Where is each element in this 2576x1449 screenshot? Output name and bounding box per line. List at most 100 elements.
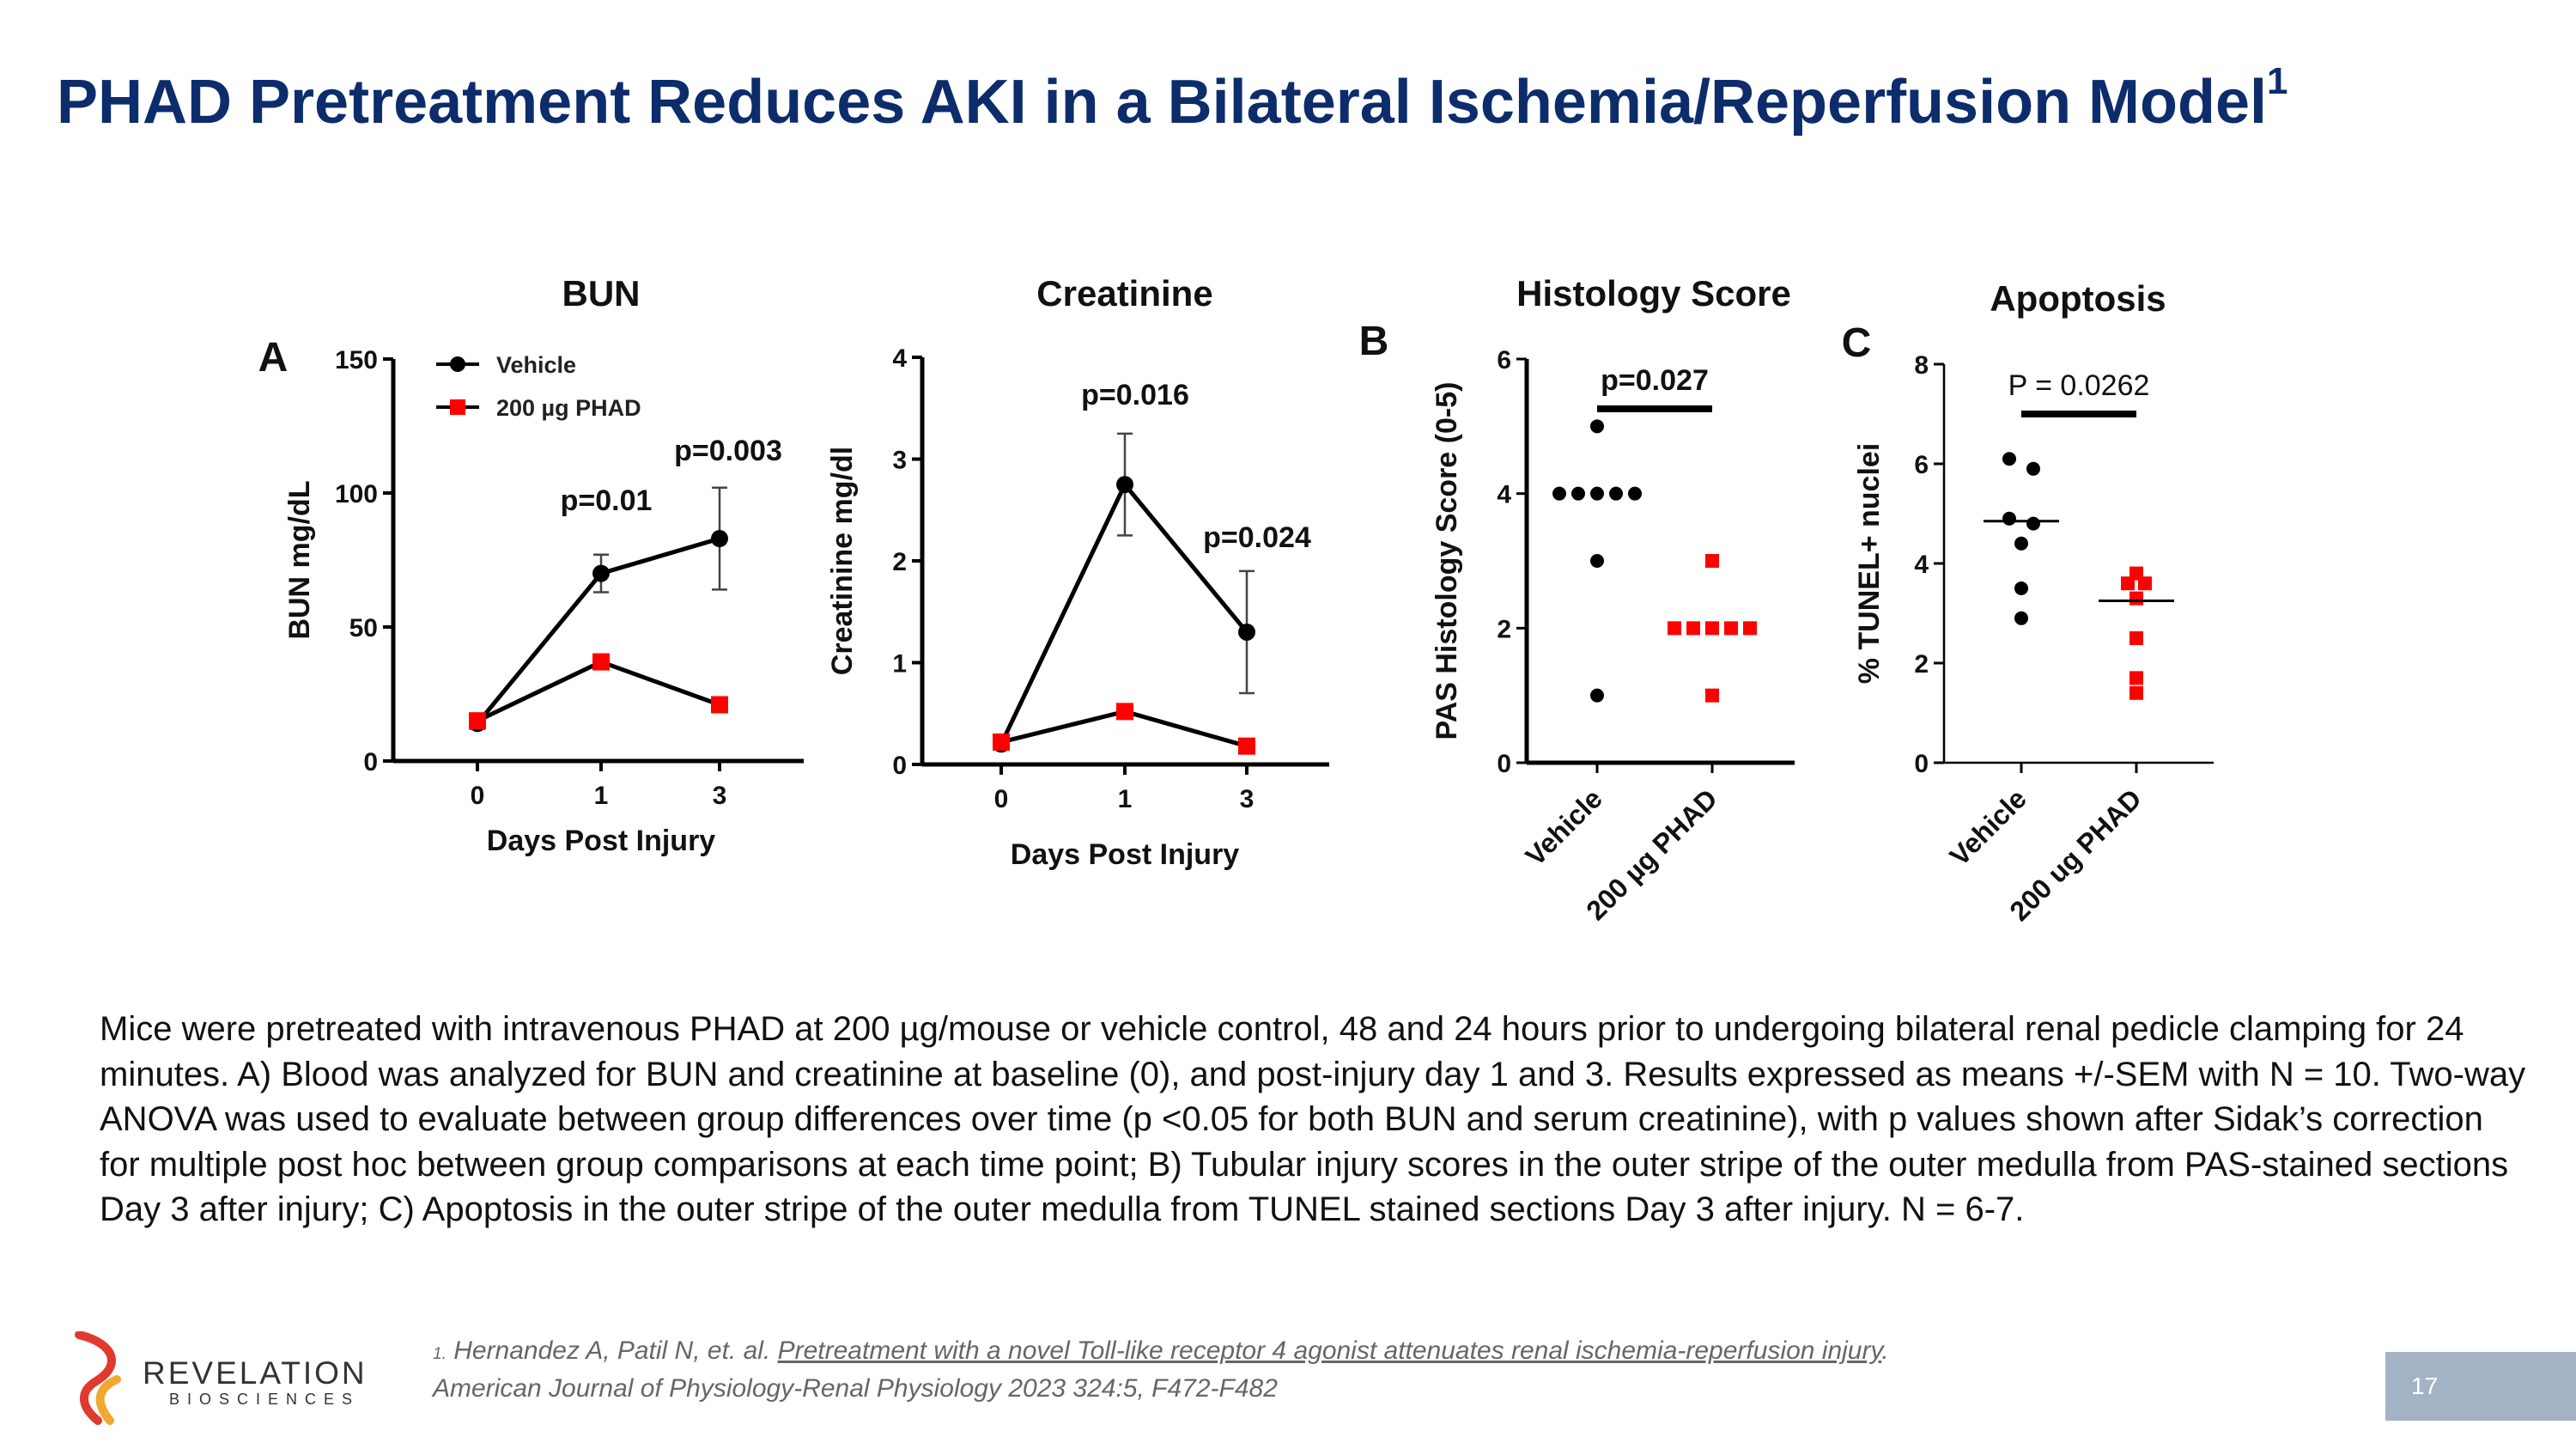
p-value-annotation: p=0.024: [1203, 521, 1311, 554]
data-point: [1238, 623, 1255, 641]
data-point: [1116, 703, 1133, 721]
data-point: [1590, 486, 1604, 501]
chart-title: Apoptosis: [1990, 278, 2166, 319]
data-point: [1609, 486, 1623, 501]
series-line-1: [476, 659, 720, 723]
data-point: [993, 733, 1010, 751]
data-point: [1743, 621, 1757, 636]
legend-label-0: Vehicle: [496, 352, 576, 378]
data-point: [1238, 737, 1255, 755]
y-tick-label: 2: [1497, 615, 1511, 643]
p-value-annotation: p=0.003: [674, 435, 782, 467]
y-axis-label: % TUNEL+ nuclei: [1853, 443, 1886, 685]
y-tick-label: 4: [892, 344, 907, 373]
y-axis-label: PAS Histology Score (0-5): [1431, 382, 1463, 740]
data-point: [2129, 685, 2143, 700]
data-point: [711, 696, 728, 714]
chart-title: BUN: [562, 273, 641, 314]
y-axis-label: Creatinine mg/dl: [826, 447, 859, 675]
data-point: [2129, 591, 2143, 606]
slide-title: PHAD Pretreatment Reduces AKI in a Bilat…: [57, 60, 2288, 137]
data-point: [2014, 536, 2028, 551]
page-number: 17: [2411, 1373, 2439, 1399]
data-point: [2002, 452, 2016, 466]
legend-marker-1: [450, 399, 465, 415]
y-tick-label: 3: [892, 447, 907, 475]
data-point: [1571, 486, 1585, 501]
y-tick-label: 0: [1914, 750, 1929, 778]
x-tick-label: 0: [994, 785, 1009, 813]
x-tick-label: 1: [594, 782, 609, 810]
data-point: [2129, 631, 2143, 645]
slide-title-text: PHAD Pretreatment Reduces AKI in a Bilat…: [57, 68, 2268, 137]
p-value-annotation: p=0.01: [561, 484, 653, 517]
y-tick-label: 4: [1497, 481, 1511, 509]
data-point: [2014, 581, 2028, 595]
data-point: [2138, 576, 2152, 591]
data-point: [1552, 486, 1566, 501]
legend-marker-0: [450, 356, 465, 372]
x-tick-label: 1: [1118, 785, 1133, 813]
x-tick-label: 0: [471, 782, 485, 810]
data-point: [1116, 476, 1133, 494]
data-point: [2026, 516, 2040, 531]
data-point: [2026, 461, 2040, 476]
p-value-annotation: p=0.027: [1601, 364, 1709, 397]
y-tick-label: 2: [1914, 650, 1929, 679]
data-point: [1705, 554, 1719, 568]
y-tick-label: 0: [1497, 750, 1511, 778]
x-axis-label: Days Post Injury: [1011, 838, 1240, 871]
y-tick-label: 6: [1914, 451, 1929, 479]
data-point: [469, 712, 486, 730]
panel-label: C: [1842, 320, 1872, 366]
logo-subtitle: BIOSCIENCES: [169, 1391, 361, 1408]
x-tick-label: 3: [1240, 785, 1255, 813]
reference: 1. Hernandez A, Patil N, et. al. Pretrea…: [433, 1334, 1889, 1406]
x-axis-label: Days Post Injury: [487, 825, 716, 857]
data-point: [1686, 621, 1700, 636]
p-value-annotation: P = 0.0262: [2008, 369, 2150, 402]
data-point: [2121, 576, 2135, 591]
data-point: [1628, 486, 1642, 501]
data-point: [2014, 611, 2028, 625]
data-point: [1668, 621, 1681, 636]
y-tick-label: 1: [892, 650, 907, 679]
x-tick-label: 3: [713, 782, 727, 810]
figure-caption: Mice were pretreated with intravenous PH…: [100, 1010, 2526, 1228]
revelation-logo-icon: [75, 1331, 121, 1425]
data-point: [592, 653, 610, 671]
y-tick-label: 6: [1497, 346, 1511, 374]
chart-title: Creatinine: [1036, 273, 1212, 314]
reference-link[interactable]: Pretreatment with a novel Toll-like rece…: [777, 1336, 1882, 1365]
data-point: [1724, 621, 1738, 636]
data-point: [2129, 671, 2143, 685]
data-point: [1705, 621, 1719, 636]
reference-authors: Hernandez A, Patil N, et. al.: [453, 1336, 778, 1365]
x-category-label: Vehicle: [1944, 782, 2032, 871]
y-tick-label: 0: [892, 752, 907, 780]
y-tick-label: 50: [349, 614, 378, 642]
title-superscript: 1: [2267, 60, 2288, 102]
p-value-annotation: p=0.016: [1081, 379, 1189, 411]
y-tick-label: 2: [892, 548, 907, 576]
panel-label: B: [1359, 319, 1389, 364]
y-tick-label: 150: [335, 346, 378, 374]
y-tick-label: 4: [1914, 551, 1929, 579]
data-point: [1705, 688, 1719, 703]
data-point: [711, 530, 728, 548]
y-axis-label: BUN mg/dL: [283, 480, 316, 639]
reference-number: 1.: [433, 1345, 447, 1363]
page-number-box: 17: [2385, 1352, 2576, 1421]
y-tick-label: 100: [335, 480, 378, 508]
logo-name: REVELATION: [143, 1355, 368, 1391]
chart-title: Histology Score: [1516, 273, 1791, 314]
reference-journal: American Journal of Physiology-Renal Phy…: [433, 1374, 1278, 1403]
legend-label-1: 200 µg PHAD: [496, 395, 641, 421]
data-point: [1590, 554, 1604, 568]
y-tick-label: 0: [363, 748, 378, 776]
panel-label: A: [258, 335, 289, 381]
data-point: [1590, 688, 1604, 703]
y-tick-label: 8: [1914, 351, 1929, 380]
reference-period: .: [1881, 1336, 1889, 1365]
